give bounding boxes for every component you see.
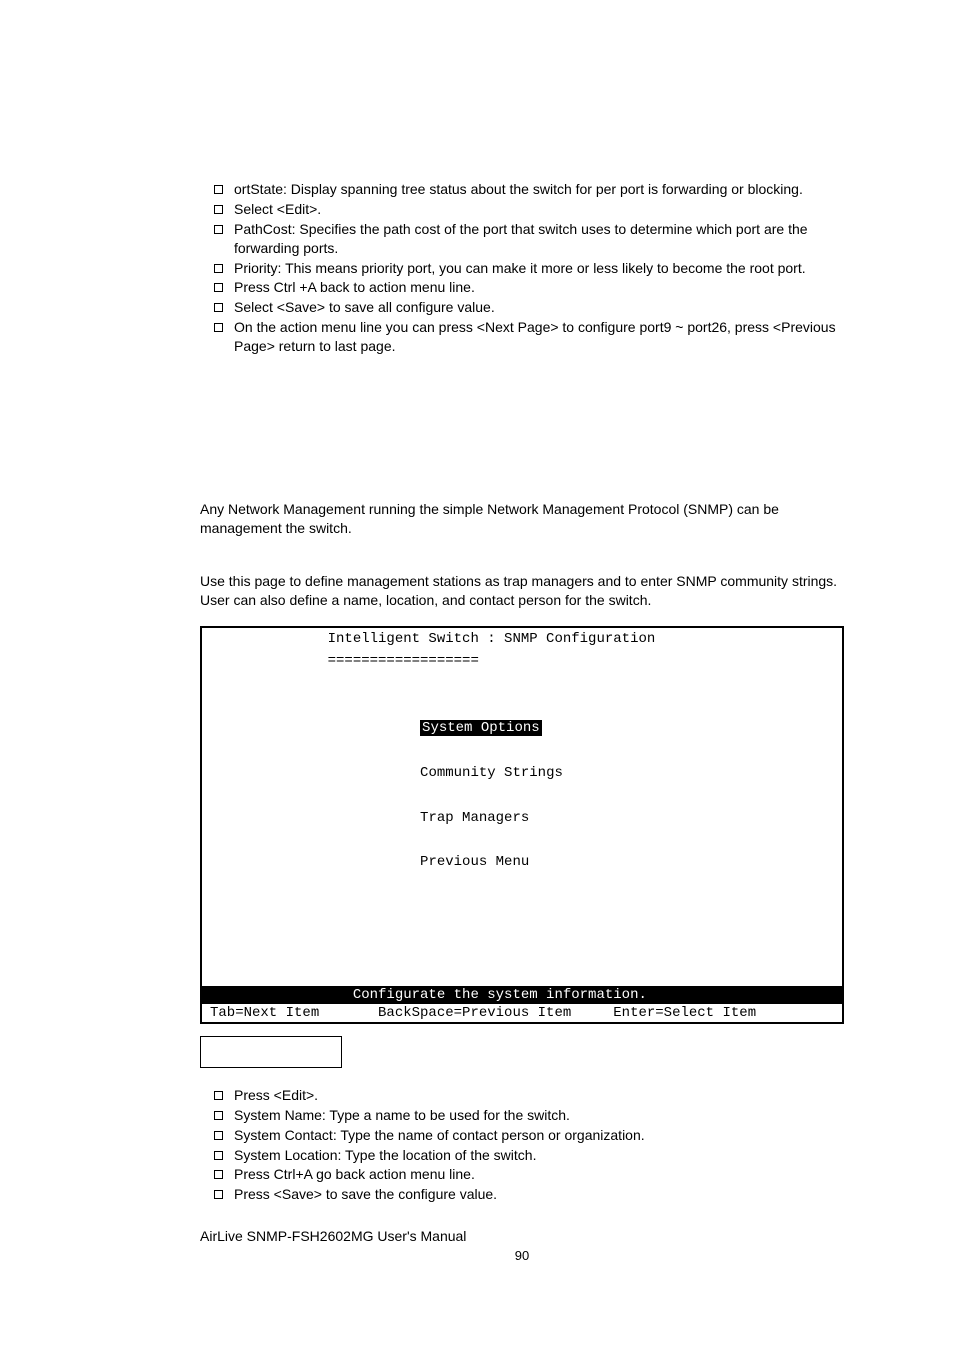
terminal-menu-row: Community Strings: [202, 762, 842, 784]
terminal-help-line: Configurate the system information.: [202, 986, 842, 1004]
terminal-menu-item[interactable]: Previous Menu: [420, 854, 529, 870]
list-item: On the action menu line you can press <N…: [200, 318, 844, 356]
terminal-menu-item[interactable]: Community Strings: [420, 765, 563, 781]
list-item: System Name: Type a name to be used for …: [200, 1106, 844, 1125]
list-item: Press Ctrl+A go back action menu line.: [200, 1165, 844, 1184]
list-item: Press <Edit>.: [200, 1086, 844, 1105]
page-number: 90: [200, 1248, 844, 1263]
list-item: System Contact: Type the name of contact…: [200, 1126, 844, 1145]
list-item: Priority: This means priority port, you …: [200, 259, 844, 278]
empty-label-box: [200, 1036, 342, 1068]
list-item: Press Ctrl +A back to action menu line.: [200, 278, 844, 297]
page-footer: AirLive SNMP-FSH2602MG User's Manual: [200, 1228, 844, 1244]
terminal-window: Intelligent Switch : SNMP Configuration …: [200, 626, 844, 1024]
terminal-menu-row: System Options: [202, 717, 842, 739]
terminal-divider: ==================: [202, 650, 842, 672]
list-item: System Location: Type the location of th…: [200, 1146, 844, 1165]
list-item: ortState: Display spanning tree status a…: [200, 180, 844, 199]
list-item: Select <Edit>.: [200, 200, 844, 219]
terminal-keys-line: Tab=Next Item BackSpace=Previous Item En…: [202, 1004, 842, 1022]
terminal-menu-item[interactable]: Trap Managers: [420, 810, 529, 826]
paragraph-snmp-intro: Any Network Management running the simpl…: [200, 500, 844, 538]
list-item: Select <Save> to save all configure valu…: [200, 298, 844, 317]
bottom-bullet-list: Press <Edit>. System Name: Type a name t…: [200, 1086, 844, 1204]
list-item: Press <Save> to save the configure value…: [200, 1185, 844, 1204]
list-item: PathCost: Specifies the path cost of the…: [200, 220, 844, 258]
terminal-menu-row: Previous Menu: [202, 851, 842, 873]
terminal-menu-selected[interactable]: System Options: [420, 720, 542, 736]
top-bullet-list: ortState: Display spanning tree status a…: [200, 180, 844, 356]
terminal-title: Intelligent Switch : SNMP Configuration: [202, 628, 842, 650]
terminal-menu-row: Trap Managers: [202, 807, 842, 829]
paragraph-snmp-usage: Use this page to define management stati…: [200, 572, 844, 610]
